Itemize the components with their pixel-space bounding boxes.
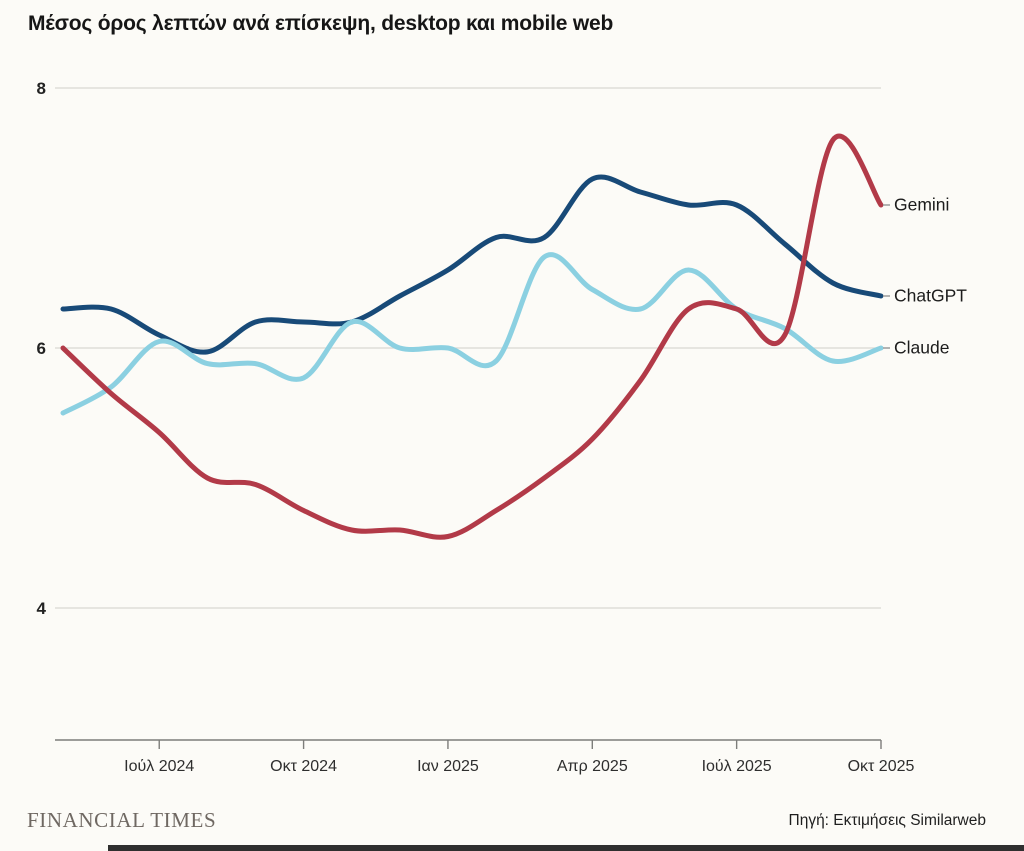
x-tick-label-1: Οκτ 2024 — [270, 758, 337, 775]
financial-times-logo: FINANCIAL TIMES — [27, 808, 217, 832]
chart-title: Μέσος όρος λεπτών ανά επίσκεψη, desktop … — [28, 12, 614, 35]
y-tick-label-4: 4 — [37, 599, 47, 618]
legend-label-chatgpt: ChatGPT — [894, 285, 967, 306]
y-tick-label-8: 8 — [37, 79, 46, 98]
y-tick-label-6: 6 — [37, 339, 46, 358]
x-tick-label-3: Απρ 2025 — [557, 758, 628, 775]
x-tick-label-4: Ιούλ 2025 — [702, 758, 772, 775]
bottom-edge-bar — [108, 845, 1024, 851]
gemini-line — [60, 133, 884, 540]
x-axis: Ιούλ 2024 Οκτ 2024 Ιαν 2025 Απρ 2025 Ιούλ 20… — [55, 739, 915, 775]
x-tick-label-0: Ιούλ 2024 — [124, 758, 194, 775]
x-tick-label-2: Ιαν 2025 — [417, 758, 479, 775]
legend-label-gemini: Gemini — [894, 194, 950, 215]
x-tick-label-5: Οκτ 2025 — [848, 758, 915, 775]
chatgpt-line — [60, 174, 884, 355]
y-gridlines: 8 6 4 — [37, 79, 881, 618]
series-lines — [60, 133, 890, 540]
legend-label-claude: Claude — [894, 337, 950, 358]
source-note: Πηγή: Εκτιμήσεις Similarweb — [788, 812, 987, 829]
